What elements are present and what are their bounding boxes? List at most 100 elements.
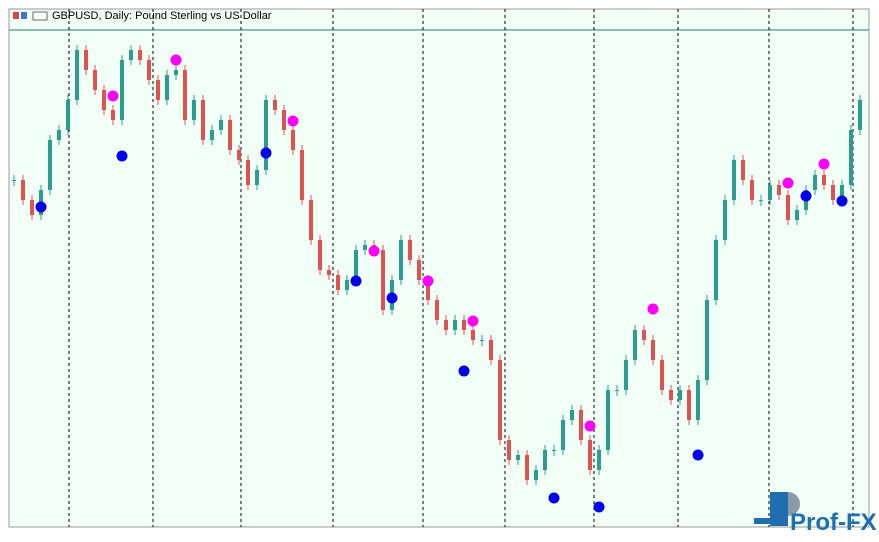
candle-body [57, 130, 61, 140]
candle-body [507, 440, 511, 460]
candle-body [759, 200, 763, 201]
chart-title: GBPUSD, Daily: Pound Sterling vs US Doll… [52, 10, 272, 22]
candle-body [723, 200, 727, 240]
candle-body [831, 185, 835, 200]
candle-body [561, 420, 565, 450]
candle-body [138, 50, 142, 60]
candle-body [714, 240, 718, 300]
candle-body [327, 270, 331, 275]
signal-dot [386, 292, 398, 304]
candle-body [273, 100, 277, 110]
signal-dot [647, 303, 659, 315]
candle-body [318, 240, 322, 270]
candle-body [84, 50, 88, 70]
signal-dot [548, 492, 560, 504]
candle-body [399, 240, 403, 280]
signal-dot [692, 449, 704, 461]
signal-dot [800, 190, 812, 202]
candle-body [462, 320, 466, 330]
candle-body [75, 50, 79, 100]
candle-body [363, 245, 367, 250]
candle-body [534, 470, 538, 480]
signal-dot [584, 420, 596, 432]
candle-body [471, 330, 475, 340]
candle-body [156, 80, 160, 100]
candle-body [606, 390, 610, 450]
candle-body [381, 250, 385, 310]
candle-body [264, 100, 268, 170]
candle-body [210, 130, 214, 140]
signal-dot [287, 115, 299, 127]
candle-body [183, 70, 187, 120]
signal-dot [350, 275, 362, 287]
candle-body [174, 70, 178, 75]
candle-body [435, 300, 439, 320]
candle-body [813, 175, 817, 190]
candle-body [786, 195, 790, 220]
candle-body [255, 170, 259, 185]
candle-body [822, 175, 826, 185]
candle-body [48, 140, 52, 190]
candle-body [750, 180, 754, 200]
period-separators [68, 9, 854, 527]
candle-body [840, 185, 844, 200]
candle-body [660, 360, 664, 390]
candle-body [336, 275, 340, 290]
candle-body [426, 280, 430, 300]
candle-body [102, 90, 106, 110]
candle-body [777, 185, 781, 195]
candle-body [516, 455, 520, 460]
title-icons [13, 11, 48, 21]
candle-body [282, 110, 286, 130]
candle-body [228, 120, 232, 150]
candle-body [147, 60, 151, 80]
candle-body [309, 200, 313, 240]
logo [754, 492, 800, 526]
candle-body [291, 130, 295, 150]
candle-body [408, 240, 412, 260]
candle-body [219, 120, 223, 130]
signal-dot [458, 365, 470, 377]
candle-body [246, 160, 250, 185]
candle-body [687, 390, 691, 420]
candle-body [849, 130, 853, 185]
candle-body [579, 410, 583, 440]
candle-body [201, 100, 205, 140]
candle-body [120, 60, 124, 120]
candle-body [444, 320, 448, 330]
candle-body [66, 100, 70, 130]
signal-dot [368, 245, 380, 257]
candle-body [624, 360, 628, 390]
candle-body [678, 390, 682, 400]
candle-body [21, 180, 25, 200]
candle-body [858, 100, 862, 130]
signal-dot [422, 275, 434, 287]
candle-body [237, 150, 241, 160]
candle-body [489, 340, 493, 360]
signal-dot [107, 90, 119, 102]
candle-body [552, 450, 556, 451]
candle-body [30, 200, 34, 215]
candle-body [480, 340, 484, 341]
candle-body [615, 390, 619, 391]
candle-body [633, 330, 637, 360]
candle-body [345, 280, 349, 290]
candle-body [129, 50, 133, 60]
candle-body [588, 440, 592, 470]
signal-dot [782, 177, 794, 189]
signal-dot [170, 54, 182, 66]
signal-dot [116, 150, 128, 162]
candle-body [525, 455, 529, 480]
signal-dot [836, 195, 848, 207]
candle-body [642, 330, 646, 340]
candle-body [111, 110, 115, 120]
candle-body [570, 410, 574, 420]
candle-body [93, 70, 97, 90]
candle-body [498, 360, 502, 440]
signal-dot [260, 147, 272, 159]
candle-body [543, 450, 547, 470]
candle-body [192, 100, 196, 120]
candle-body [300, 150, 304, 200]
